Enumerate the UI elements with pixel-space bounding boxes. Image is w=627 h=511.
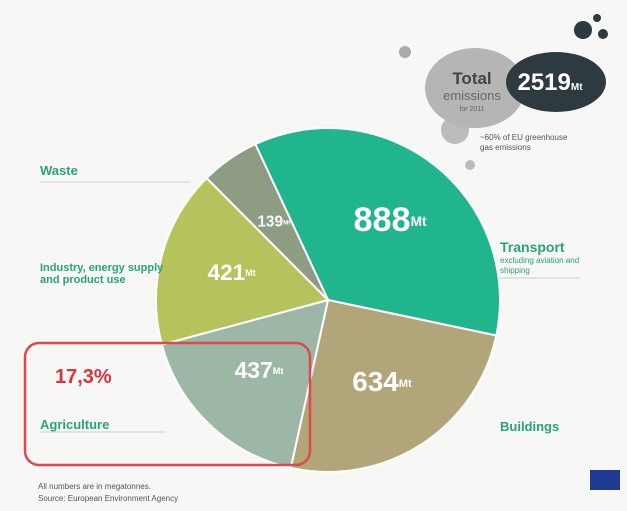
category-label: Agriculture — [40, 418, 109, 432]
source: Source: European Environment Agency — [38, 494, 178, 504]
annotation: 17,3% — [55, 366, 112, 388]
category-label: Waste — [40, 164, 78, 178]
total-number: 2519 — [517, 69, 570, 96]
bubble — [598, 29, 608, 39]
category-label: Buildings — [500, 420, 559, 434]
eu-flag — [590, 470, 620, 490]
unit: Mt — [571, 82, 583, 93]
bubble — [465, 160, 475, 170]
bubble — [399, 46, 411, 58]
footnote: All numbers are in megatonnes. — [38, 482, 151, 492]
total-label: Total — [452, 69, 491, 88]
value-number: 888 — [354, 201, 411, 239]
unit: Mt — [399, 378, 412, 390]
total-note: for 2011 — [459, 106, 484, 113]
value-number: 437 — [235, 357, 273, 383]
category-label: Industry, energy supply and product use — [40, 262, 170, 286]
share-note: ~60% of EU greenhouse gas emissions — [480, 133, 580, 153]
total-label: emissions — [443, 88, 501, 103]
category-note: excluding aviation and shipping — [500, 256, 580, 276]
value-number: 421 — [208, 260, 246, 285]
unit: Mt — [273, 366, 284, 376]
infographic: Total emissions for 2011 2519Mt 888Mt634… — [0, 0, 627, 511]
unit: Mt — [245, 268, 256, 278]
unit: Mt — [411, 213, 427, 228]
unit: Mt — [283, 219, 290, 226]
bubble — [593, 14, 601, 22]
value-number: 139 — [257, 214, 283, 231]
bubble — [574, 21, 592, 39]
category-label: Transport — [500, 240, 565, 254]
value-number: 634 — [352, 366, 399, 397]
